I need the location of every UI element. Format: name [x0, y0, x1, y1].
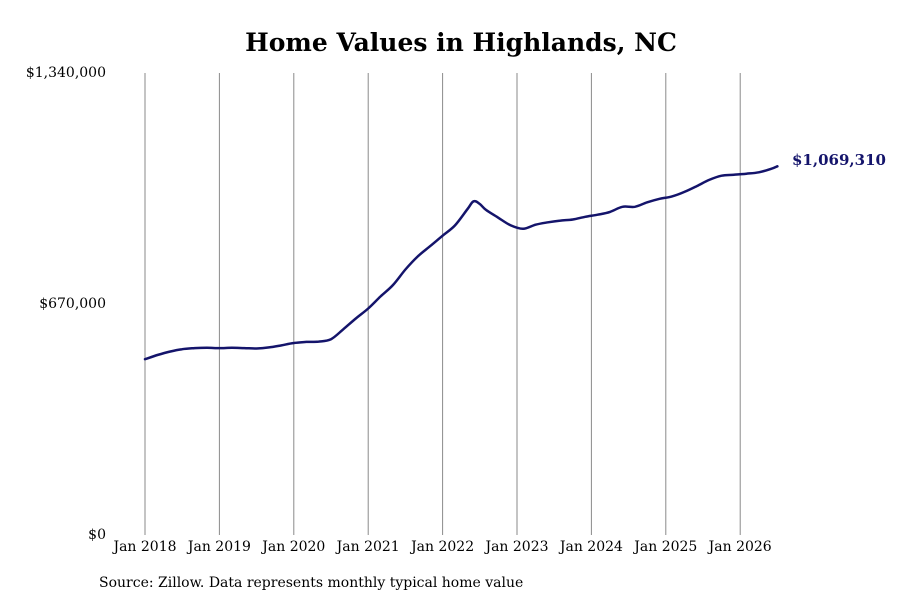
latest-value-label: $1,069,310 [792, 151, 886, 169]
x-axis-tick-labels: Jan 2018 Jan 2019 Jan 2020 Jan 2021 Jan 2022… [111, 539, 771, 555]
x-tick-label: Jan 2019 [186, 539, 251, 555]
y-tick-label: $670,000 [39, 296, 106, 312]
y-axis-tick-labels: $0 $670,000 $1,340,000 [26, 65, 106, 543]
x-tick-label: Jan 2026 [707, 539, 772, 555]
y-tick-label: $0 [88, 527, 106, 543]
x-tick-label: Jan 2025 [632, 539, 697, 555]
y-tick-label: $1,340,000 [26, 65, 106, 81]
x-tick-label: Jan 2021 [335, 539, 400, 555]
x-tick-label: Jan 2024 [558, 539, 623, 555]
source-note: Source: Zillow. Data represents monthly … [99, 575, 523, 591]
x-tick-label: Jan 2018 [111, 539, 176, 555]
x-tick-label: Jan 2023 [483, 539, 548, 555]
x-tick-label: Jan 2020 [260, 539, 325, 555]
chart-title: Home Values in Highlands, NC [245, 28, 677, 57]
home-value-line [143, 165, 779, 361]
vertical-gridlines [144, 73, 741, 535]
x-tick-label: Jan 2022 [409, 539, 474, 555]
